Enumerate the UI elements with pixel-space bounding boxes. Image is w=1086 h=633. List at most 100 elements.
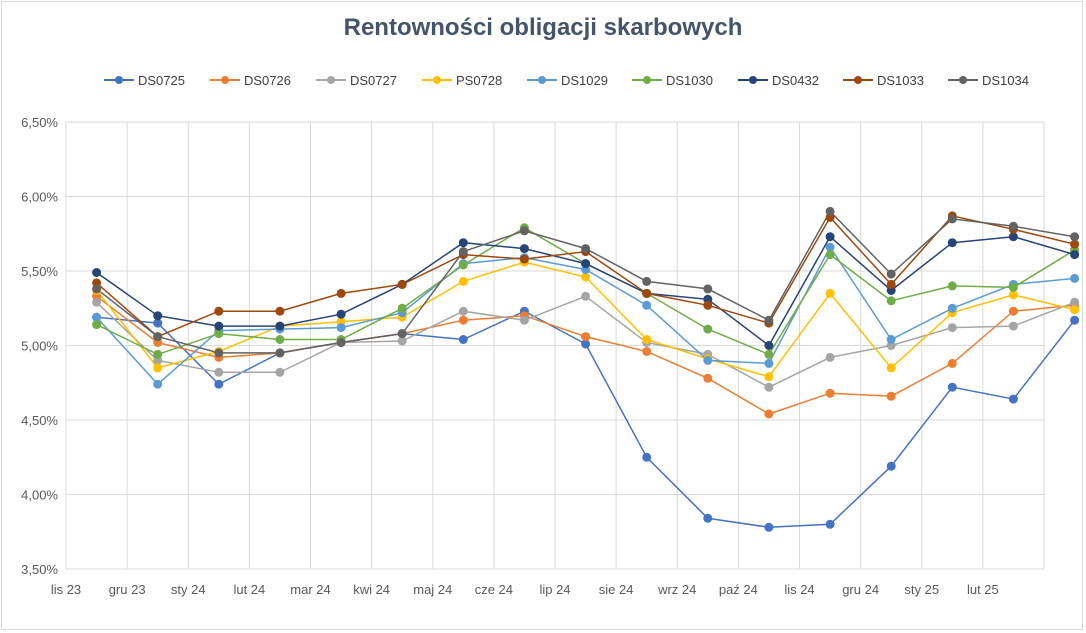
x-tick-label: mar 24 bbox=[290, 582, 330, 597]
x-tick-label: sty 25 bbox=[904, 582, 939, 597]
data-point bbox=[825, 242, 835, 252]
legend-swatch bbox=[104, 70, 134, 90]
data-point bbox=[1008, 282, 1018, 292]
legend-swatch bbox=[316, 70, 346, 90]
data-point bbox=[458, 306, 468, 316]
data-point bbox=[886, 279, 896, 289]
data-point bbox=[1008, 232, 1018, 242]
data-point bbox=[92, 268, 102, 277]
data-point bbox=[275, 321, 285, 331]
data-point bbox=[825, 519, 835, 529]
x-tick-label: lut 24 bbox=[233, 582, 265, 597]
chart-title: Rentowności obligacji skarbowych bbox=[343, 14, 743, 41]
data-point bbox=[947, 214, 957, 224]
legend-marker bbox=[749, 76, 757, 84]
data-point bbox=[703, 300, 713, 310]
y-tick-label: 6,00% bbox=[21, 190, 58, 205]
data-point bbox=[642, 276, 652, 286]
data-point bbox=[642, 347, 652, 356]
data-point bbox=[947, 238, 957, 248]
data-point bbox=[519, 226, 529, 236]
data-point bbox=[458, 335, 468, 344]
data-point bbox=[397, 303, 407, 313]
series-line bbox=[96, 210, 1075, 354]
legend-swatch bbox=[527, 70, 557, 90]
legend-label: DS1033 bbox=[877, 72, 924, 88]
data-point bbox=[947, 323, 957, 333]
data-point bbox=[214, 367, 224, 377]
data-point bbox=[214, 321, 224, 331]
x-tick-label: cze 24 bbox=[475, 582, 513, 597]
data-point bbox=[703, 373, 713, 383]
x-tick-label: wrz 24 bbox=[657, 582, 696, 597]
legend-item: DS0727 bbox=[316, 70, 397, 90]
data-point bbox=[581, 272, 591, 282]
legend-item: DS0725 bbox=[104, 70, 185, 90]
data-point bbox=[1070, 239, 1080, 249]
legend-label: PS0728 bbox=[456, 72, 503, 88]
data-point bbox=[1008, 221, 1018, 231]
legend-label: DS0726 bbox=[244, 72, 291, 88]
data-point bbox=[1070, 297, 1080, 307]
data-point bbox=[1008, 321, 1018, 331]
data-point bbox=[825, 388, 835, 398]
legend-label: DS0727 bbox=[350, 72, 397, 88]
data-point bbox=[1070, 232, 1080, 242]
data-point bbox=[1008, 290, 1018, 300]
data-point bbox=[458, 315, 468, 325]
legend-label: DS0725 bbox=[138, 72, 185, 88]
x-tick-label: maj 24 bbox=[413, 582, 452, 597]
data-point bbox=[458, 260, 468, 270]
data-point bbox=[947, 281, 957, 291]
x-tick-label: lis 23 bbox=[51, 582, 81, 597]
data-point bbox=[886, 461, 896, 471]
data-point bbox=[703, 513, 713, 523]
data-point bbox=[397, 279, 407, 289]
x-tick-label: gru 23 bbox=[109, 582, 146, 597]
data-point bbox=[1070, 250, 1080, 260]
legend-marker bbox=[538, 76, 546, 84]
data-point bbox=[153, 311, 163, 321]
x-tick-label: kwi 24 bbox=[353, 582, 390, 597]
x-tick-label: lut 25 bbox=[967, 582, 999, 597]
data-point bbox=[275, 335, 285, 344]
legend-marker bbox=[221, 76, 229, 84]
y-tick-label: 5,50% bbox=[21, 264, 58, 279]
legend-swatch bbox=[843, 70, 873, 90]
data-point bbox=[825, 206, 835, 216]
data-point bbox=[703, 324, 713, 334]
legend-item: DS0432 bbox=[738, 70, 819, 90]
data-point bbox=[336, 309, 346, 319]
data-point bbox=[947, 382, 957, 392]
data-point bbox=[92, 297, 102, 307]
data-point bbox=[153, 318, 163, 328]
legend-label: DS1034 bbox=[982, 72, 1029, 88]
data-point bbox=[336, 288, 346, 298]
y-tick-label: 3,50% bbox=[21, 562, 58, 577]
data-point bbox=[1008, 306, 1018, 316]
data-point bbox=[275, 348, 285, 358]
data-point bbox=[764, 358, 774, 368]
legend-item: DS1029 bbox=[527, 70, 608, 90]
data-point bbox=[703, 355, 713, 365]
data-point bbox=[397, 336, 407, 346]
data-point bbox=[214, 306, 224, 316]
data-point bbox=[458, 276, 468, 286]
legend-label: DS0432 bbox=[772, 72, 819, 88]
data-point bbox=[214, 329, 224, 339]
data-point bbox=[153, 332, 163, 342]
data-point bbox=[581, 332, 591, 342]
data-point bbox=[764, 522, 774, 532]
data-point bbox=[764, 382, 774, 392]
data-point bbox=[642, 452, 652, 462]
data-point bbox=[519, 254, 529, 264]
data-point bbox=[275, 367, 285, 377]
y-tick-label: 4,50% bbox=[21, 413, 58, 428]
legend-marker bbox=[433, 76, 441, 84]
legend-marker bbox=[115, 76, 123, 84]
data-point bbox=[764, 372, 774, 382]
data-point bbox=[275, 306, 285, 316]
data-point bbox=[581, 244, 591, 254]
series-line bbox=[96, 295, 1075, 415]
